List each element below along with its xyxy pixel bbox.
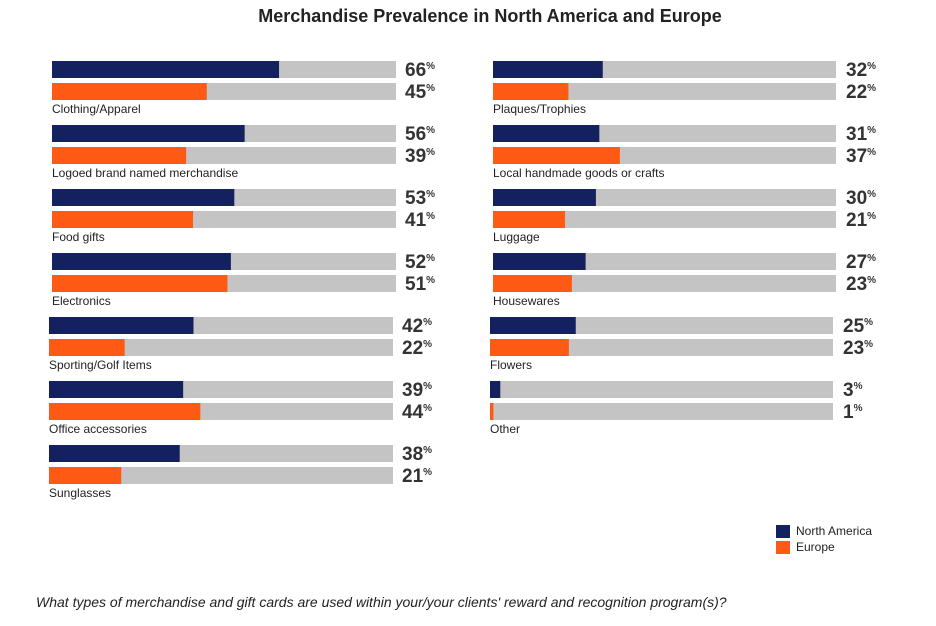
data-label-other-europe: 1%: [843, 402, 863, 423]
data-label-local-handmade-goods-or-crafts-north-america: 31%: [846, 124, 876, 145]
category-label-other: Other: [490, 422, 520, 436]
bar-food-gifts-europe: [52, 211, 194, 228]
category-label-office-accessories: Office accessories: [49, 422, 147, 436]
category-label-logoed-brand-named-merchandise: Logoed brand named merchandise: [52, 166, 238, 180]
category-label-clothing-apparel: Clothing/Apparel: [52, 102, 141, 116]
data-label-clothing-apparel-north-america: 66%: [405, 60, 435, 81]
data-label-sunglasses-north-america: 38%: [402, 444, 432, 465]
bar-sunglasses-north-america: [49, 445, 180, 462]
legend-label-europe: Europe: [796, 540, 835, 554]
category-label-luggage: Luggage: [493, 230, 540, 244]
legend-label-north-america: North America: [796, 524, 873, 538]
legend-item-europe: Europe: [776, 540, 835, 554]
category-label-plaques-trophies: Plaques/Trophies: [493, 102, 586, 116]
data-label-office-accessories-north-america: 39%: [402, 380, 432, 401]
data-label-electronics-north-america: 52%: [405, 252, 435, 273]
data-label-local-handmade-goods-or-crafts-europe: 37%: [846, 146, 876, 167]
data-label-flowers-north-america: 25%: [843, 316, 873, 337]
bar-track-other-europe: [490, 403, 833, 420]
bar-track-plaques-trophies-europe: [493, 83, 836, 100]
data-label-food-gifts-europe: 41%: [405, 210, 435, 231]
bar-office-accessories-north-america: [49, 381, 184, 398]
data-label-logoed-brand-named-merchandise-north-america: 56%: [405, 124, 435, 145]
category-label-local-handmade-goods-or-crafts: Local handmade goods or crafts: [493, 166, 664, 180]
bar-plaques-trophies-north-america: [493, 61, 603, 78]
bar-logoed-brand-named-merchandise-europe: [52, 147, 187, 164]
category-label-flowers: Flowers: [490, 358, 532, 372]
legend-swatch-north-america: [776, 524, 790, 538]
data-label-plaques-trophies-europe: 22%: [846, 82, 876, 103]
bar-track-other-north-america: [490, 381, 833, 398]
data-label-housewares-north-america: 27%: [846, 252, 876, 273]
chart-title: Merchandise Prevalence in North America …: [258, 6, 722, 26]
legend-item-north-america: North America: [776, 524, 872, 538]
bar-luggage-north-america: [493, 189, 596, 206]
bar-local-handmade-goods-or-crafts-north-america: [493, 125, 600, 142]
bar-track-luggage-europe: [493, 211, 836, 228]
legend-swatch-europe: [776, 540, 790, 554]
bar-track-sporting-golf-items-europe: [49, 339, 393, 356]
data-label-food-gifts-north-america: 53%: [405, 188, 435, 209]
bar-electronics-europe: [52, 275, 228, 292]
bar-local-handmade-goods-or-crafts-europe: [493, 147, 620, 164]
bar-other-europe: [490, 403, 494, 420]
survey-question: What types of merchandise and gift cards…: [36, 594, 727, 610]
category-label-sunglasses: Sunglasses: [49, 486, 111, 500]
bar-flowers-europe: [490, 339, 569, 356]
bar-flowers-north-america: [490, 317, 576, 334]
data-label-clothing-apparel-europe: 45%: [405, 82, 435, 103]
data-label-luggage-north-america: 30%: [846, 188, 876, 209]
data-label-other-north-america: 3%: [843, 380, 863, 401]
category-label-food-gifts: Food gifts: [52, 230, 105, 244]
data-label-sporting-golf-items-north-america: 42%: [402, 316, 432, 337]
bar-sporting-golf-items-europe: [49, 339, 125, 356]
bar-clothing-apparel-europe: [52, 83, 207, 100]
bar-clothing-apparel-north-america: [52, 61, 280, 78]
data-label-housewares-europe: 23%: [846, 274, 876, 295]
category-label-housewares: Housewares: [493, 294, 560, 308]
category-label-electronics: Electronics: [52, 294, 111, 308]
bar-logoed-brand-named-merchandise-north-america: [52, 125, 245, 142]
bar-office-accessories-europe: [49, 403, 201, 420]
bar-sunglasses-europe: [49, 467, 122, 484]
bar-housewares-north-america: [493, 253, 586, 270]
bar-other-north-america: [490, 381, 501, 398]
bar-plaques-trophies-europe: [493, 83, 569, 100]
data-label-electronics-europe: 51%: [405, 274, 435, 295]
bar-track-housewares-europe: [493, 275, 836, 292]
data-label-sporting-golf-items-europe: 22%: [402, 338, 432, 359]
data-label-sunglasses-europe: 21%: [402, 466, 432, 487]
data-label-luggage-europe: 21%: [846, 210, 876, 231]
category-label-sporting-golf-items: Sporting/Golf Items: [49, 358, 152, 372]
bar-luggage-europe: [493, 211, 566, 228]
bar-electronics-north-america: [52, 253, 231, 270]
bar-housewares-europe: [493, 275, 572, 292]
data-label-flowers-europe: 23%: [843, 338, 873, 359]
data-label-office-accessories-europe: 44%: [402, 402, 432, 423]
bar-sporting-golf-items-north-america: [49, 317, 194, 334]
bar-food-gifts-north-america: [52, 189, 235, 206]
bar-track-sunglasses-europe: [49, 467, 393, 484]
data-label-logoed-brand-named-merchandise-europe: 39%: [405, 146, 435, 167]
data-label-plaques-trophies-north-america: 32%: [846, 60, 876, 81]
bar-track-flowers-europe: [490, 339, 833, 356]
